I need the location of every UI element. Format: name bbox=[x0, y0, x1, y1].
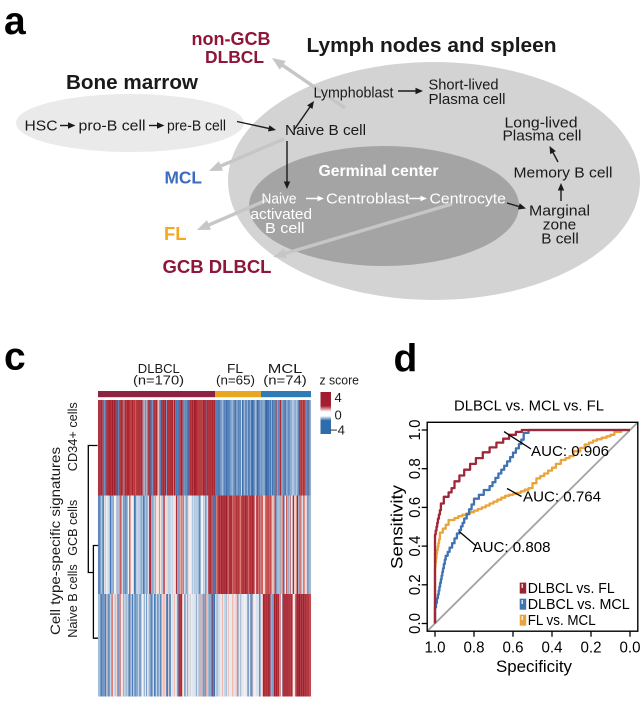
svg-text:MCL: MCL bbox=[268, 361, 303, 376]
svg-text:Germinal center: Germinal center bbox=[319, 163, 439, 180]
svg-text:GCB cells: GCB cells bbox=[65, 500, 80, 556]
svg-text:Long-lived: Long-lived bbox=[505, 115, 578, 132]
svg-text:CD34+ cells: CD34+ cells bbox=[65, 402, 80, 471]
svg-text:activated: activated bbox=[251, 206, 313, 223]
svg-text:a: a bbox=[4, 0, 26, 43]
svg-text:c: c bbox=[4, 336, 26, 379]
svg-text:0.0: 0.0 bbox=[620, 640, 641, 657]
svg-text:Plasma cell: Plasma cell bbox=[429, 91, 506, 108]
svg-text:Bone marrow: Bone marrow bbox=[66, 71, 198, 94]
svg-text:AUC: 0.808: AUC: 0.808 bbox=[473, 539, 551, 556]
svg-text:Sensitivity: Sensitivity bbox=[389, 484, 407, 569]
svg-text:DLBCL vs. MCL: DLBCL vs. MCL bbox=[528, 597, 630, 613]
svg-text:pre-B cell: pre-B cell bbox=[167, 118, 226, 135]
svg-text:zone: zone bbox=[543, 217, 577, 234]
svg-text:Centrocyte: Centrocyte bbox=[430, 191, 507, 208]
svg-text:Naive B cell: Naive B cell bbox=[285, 122, 366, 139]
svg-text:FL: FL bbox=[164, 224, 187, 244]
svg-text:Naive: Naive bbox=[262, 191, 297, 208]
svg-text:0.2: 0.2 bbox=[581, 640, 602, 657]
svg-text:Short-lived: Short-lived bbox=[429, 77, 499, 94]
svg-text:Marginal: Marginal bbox=[529, 203, 590, 220]
svg-text:non-GCB: non-GCB bbox=[192, 29, 271, 49]
svg-text:HSC: HSC bbox=[25, 118, 58, 135]
svg-text:Plasma cell: Plasma cell bbox=[503, 128, 582, 145]
svg-text:Specificity: Specificity bbox=[496, 658, 573, 676]
svg-text:0.8: 0.8 bbox=[464, 640, 485, 657]
svg-text:(n=170): (n=170) bbox=[133, 373, 184, 388]
svg-text:FL vs. MCL: FL vs. MCL bbox=[528, 613, 596, 629]
svg-text:pro-B cell: pro-B cell bbox=[79, 118, 146, 135]
svg-text:AUC: 0.906: AUC: 0.906 bbox=[531, 443, 609, 460]
svg-text:Cell type-specific signatures: Cell type-specific signatures bbox=[47, 447, 63, 635]
svg-text:(n=74): (n=74) bbox=[263, 373, 307, 388]
svg-text:Naive B cells: Naive B cells bbox=[65, 564, 80, 638]
svg-text:0.4: 0.4 bbox=[542, 640, 563, 657]
svg-text:z score: z score bbox=[320, 373, 360, 388]
svg-text:1.0: 1.0 bbox=[407, 419, 424, 440]
svg-text:4: 4 bbox=[335, 390, 342, 405]
svg-text:B cell: B cell bbox=[265, 220, 305, 237]
svg-text:0.6: 0.6 bbox=[407, 497, 424, 518]
svg-text:0.8: 0.8 bbox=[407, 458, 424, 479]
svg-text:Lymph nodes and spleen: Lymph nodes and spleen bbox=[307, 34, 557, 57]
svg-text:−4: −4 bbox=[330, 423, 345, 438]
svg-text:DLBCL vs. MCL vs. FL: DLBCL vs. MCL vs. FL bbox=[454, 398, 604, 415]
svg-text:0.6: 0.6 bbox=[503, 640, 524, 657]
svg-text:GCB DLBCL: GCB DLBCL bbox=[163, 256, 272, 277]
svg-text:DLBCL: DLBCL bbox=[138, 361, 180, 376]
svg-text:B cell: B cell bbox=[541, 231, 579, 248]
svg-text:0: 0 bbox=[335, 408, 342, 423]
svg-text:DLBCL vs. FL: DLBCL vs. FL bbox=[528, 581, 615, 597]
svg-text:0.0: 0.0 bbox=[407, 613, 424, 634]
svg-text:Centroblast: Centroblast bbox=[326, 191, 410, 208]
svg-text:Memory B cell: Memory B cell bbox=[514, 165, 613, 182]
svg-text:Lymphoblast: Lymphoblast bbox=[314, 85, 395, 102]
svg-text:FL: FL bbox=[227, 361, 243, 376]
svg-text:MCL: MCL bbox=[165, 168, 203, 188]
svg-text:1.0: 1.0 bbox=[425, 640, 446, 657]
svg-text:0.2: 0.2 bbox=[407, 574, 424, 595]
svg-text:(n=65): (n=65) bbox=[216, 373, 255, 388]
svg-text:DLBCL: DLBCL bbox=[205, 47, 264, 67]
svg-text:AUC: 0.764: AUC: 0.764 bbox=[523, 489, 601, 506]
svg-text:0.4: 0.4 bbox=[407, 535, 424, 556]
svg-text:d: d bbox=[394, 338, 418, 381]
